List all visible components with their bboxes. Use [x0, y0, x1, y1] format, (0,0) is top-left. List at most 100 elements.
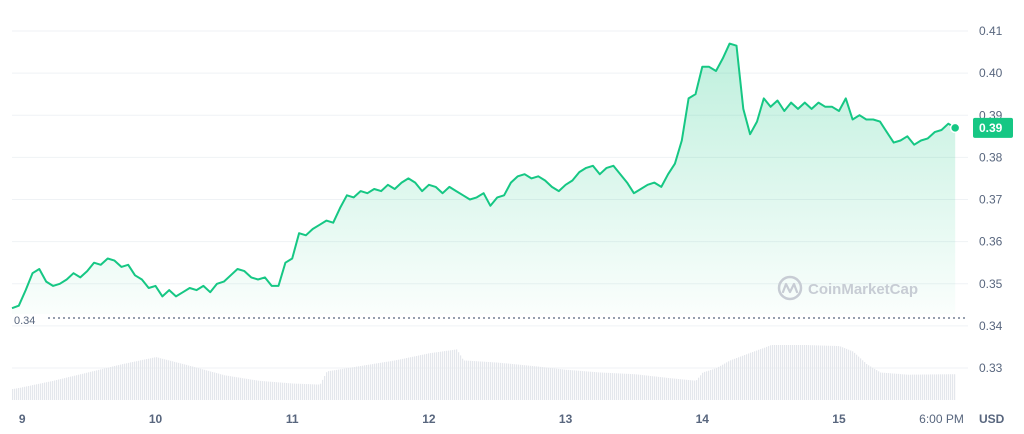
volume-bar	[290, 383, 292, 400]
volume-bar	[282, 382, 284, 400]
volume-bar	[158, 357, 160, 400]
volume-bars	[12, 345, 956, 400]
volume-bar	[374, 363, 376, 400]
volume-bar	[796, 345, 798, 400]
volume-bar	[322, 379, 324, 400]
volume-bar	[124, 363, 126, 400]
x-tick-label: 14	[696, 412, 710, 426]
volume-bar	[678, 379, 680, 400]
volume-bar	[586, 371, 588, 400]
volume-bar	[454, 349, 456, 400]
volume-bar	[392, 360, 394, 400]
volume-bar	[626, 373, 628, 400]
volume-bar	[394, 360, 396, 400]
volume-bar	[292, 383, 294, 400]
volume-bar	[858, 356, 860, 400]
y-tick-label: 0.38	[979, 150, 1003, 164]
volume-bar	[914, 374, 916, 400]
volume-bar	[654, 376, 656, 400]
volume-bar	[442, 351, 444, 400]
volume-bar	[240, 377, 242, 400]
volume-bar	[932, 374, 934, 400]
volume-bar	[382, 362, 384, 400]
volume-bar	[902, 374, 904, 400]
volume-bar	[712, 369, 714, 400]
volume-bar	[156, 357, 158, 400]
volume-bar	[476, 361, 478, 400]
coinmarketcap-logo-wave-icon	[781, 282, 799, 294]
volume-bar	[128, 362, 130, 400]
volume-bar	[816, 345, 818, 400]
volume-bar	[596, 372, 598, 400]
volume-bar	[210, 371, 212, 400]
currency-label: USD	[979, 412, 1005, 426]
volume-bar	[866, 364, 868, 400]
volume-bar	[682, 379, 684, 400]
volume-bar	[284, 382, 286, 400]
volume-bar	[226, 375, 228, 400]
volume-bar	[220, 374, 222, 400]
volume-bar	[426, 353, 428, 400]
volume-bar	[204, 369, 206, 400]
volume-bar	[528, 365, 530, 400]
volume-bar	[408, 357, 410, 400]
volume-bar	[264, 381, 266, 400]
volume-bar	[494, 362, 496, 400]
volume-bar	[368, 364, 370, 400]
volume-bar	[580, 370, 582, 400]
volume-bar	[622, 373, 624, 400]
volume-bar	[906, 374, 908, 400]
volume-bar	[306, 384, 308, 400]
volume-bar	[840, 346, 842, 400]
volume-bar	[950, 374, 952, 400]
y-axis-ticks: 0.41 0.40 0.39 0.38 0.37 0.36 0.35 0.34 0.33	[979, 24, 1003, 375]
volume-bar	[922, 374, 924, 400]
volume-bar	[422, 354, 424, 400]
volume-bar	[888, 373, 890, 400]
volume-bar	[378, 363, 380, 400]
volume-bar	[552, 368, 554, 400]
volume-bar	[872, 367, 874, 400]
volume-bar	[766, 346, 768, 400]
volume-bar	[112, 366, 114, 400]
volume-bar	[328, 371, 330, 400]
volume-bar	[242, 378, 244, 400]
volume-bar	[600, 372, 602, 400]
volume-bar	[212, 372, 214, 400]
volume-bar	[310, 384, 312, 400]
volume-bar	[172, 361, 174, 400]
volume-bar	[96, 370, 98, 400]
volume-bar	[570, 370, 572, 400]
volume-bar	[844, 348, 846, 400]
volume-bar	[86, 372, 88, 400]
volume-bar	[578, 370, 580, 400]
volume-bar	[606, 372, 608, 400]
volume-bar	[84, 373, 86, 400]
volume-bar	[954, 374, 956, 400]
volume-bar	[266, 381, 268, 400]
volume-bar	[420, 355, 422, 400]
volume-bar	[186, 364, 188, 400]
volume-bar	[484, 361, 486, 400]
volume-bar	[722, 364, 724, 400]
volume-bar	[486, 361, 488, 400]
volume-bar	[834, 345, 836, 400]
volume-bar	[696, 380, 698, 400]
volume-bar	[846, 348, 848, 400]
volume-bar	[550, 368, 552, 400]
volume-bar	[188, 365, 190, 400]
volume-bar	[886, 373, 888, 400]
volume-bar	[60, 379, 62, 400]
volume-bar	[856, 354, 858, 400]
volume-bar	[388, 361, 390, 400]
volume-bar	[604, 372, 606, 400]
volume-bar	[524, 365, 526, 400]
volume-bar	[72, 376, 74, 400]
volume-bar	[380, 362, 382, 400]
volume-bar	[68, 377, 70, 400]
volume-bar	[148, 358, 150, 400]
volume-bar	[658, 376, 660, 400]
current-price-badge: 0.39	[973, 117, 1013, 138]
volume-bar	[18, 388, 20, 400]
volume-bar	[238, 377, 240, 400]
